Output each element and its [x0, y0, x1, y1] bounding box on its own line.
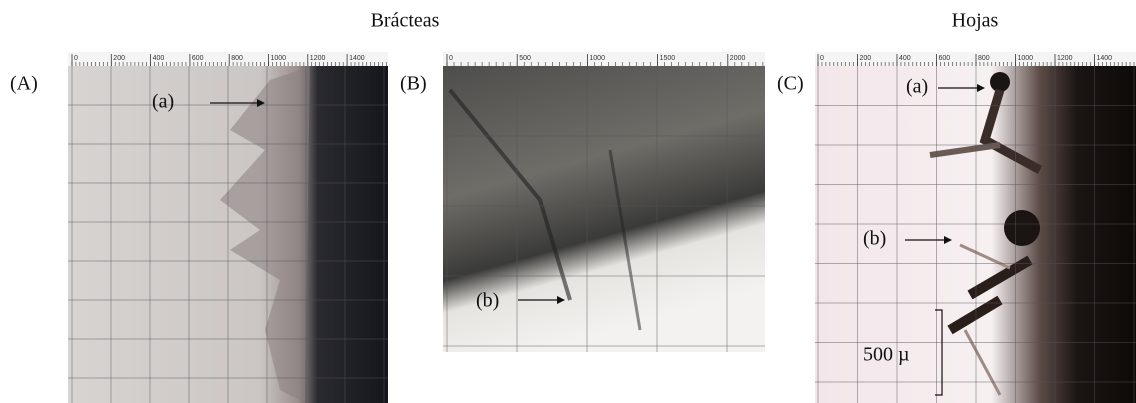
ruler-label: 200 — [113, 55, 125, 62]
ruler-label: 600 — [192, 55, 204, 62]
ruler-label: 800 — [978, 55, 990, 62]
annotation: (a) — [906, 76, 928, 98]
ruler-label: 1000 — [271, 55, 287, 62]
header: Brácteas — [371, 10, 440, 32]
ruler-label: 1200 — [1057, 55, 1073, 62]
figure: Brácteas Hojas 0 200 400 600 800 1000 1200 1400… — [0, 0, 1136, 403]
ruler-label: 1500 — [660, 55, 676, 62]
ruler-label: 1400 — [1097, 55, 1113, 62]
header: Hojas — [952, 10, 999, 32]
annotation: (a) — [152, 91, 174, 113]
panel-label: (A) — [10, 73, 38, 95]
ruler-label: 400 — [153, 55, 165, 62]
ruler-label: 1200 — [310, 55, 326, 62]
ruler-label: 2000 — [730, 55, 746, 62]
annotation: (b) — [863, 228, 886, 250]
ruler-label: 0 — [820, 55, 824, 62]
ruler-label: 0 — [74, 55, 78, 62]
panel-label: (C) — [777, 73, 804, 95]
ruler-label: 400 — [899, 55, 911, 62]
ruler-label: 200 — [860, 55, 872, 62]
ruler-label: 800 — [231, 55, 243, 62]
ruler-label: 500 — [519, 55, 531, 62]
ruler-label: 600 — [939, 55, 951, 62]
panel-label: (B) — [400, 73, 427, 95]
ruler-label: 1000 — [589, 55, 605, 62]
annotation: (b) — [476, 290, 499, 312]
ruler-label: 0 — [449, 55, 453, 62]
scale-bar-label: 500 µ — [863, 344, 910, 366]
ruler-label: 1400 — [349, 55, 365, 62]
ruler-label: 1000 — [1018, 55, 1034, 62]
